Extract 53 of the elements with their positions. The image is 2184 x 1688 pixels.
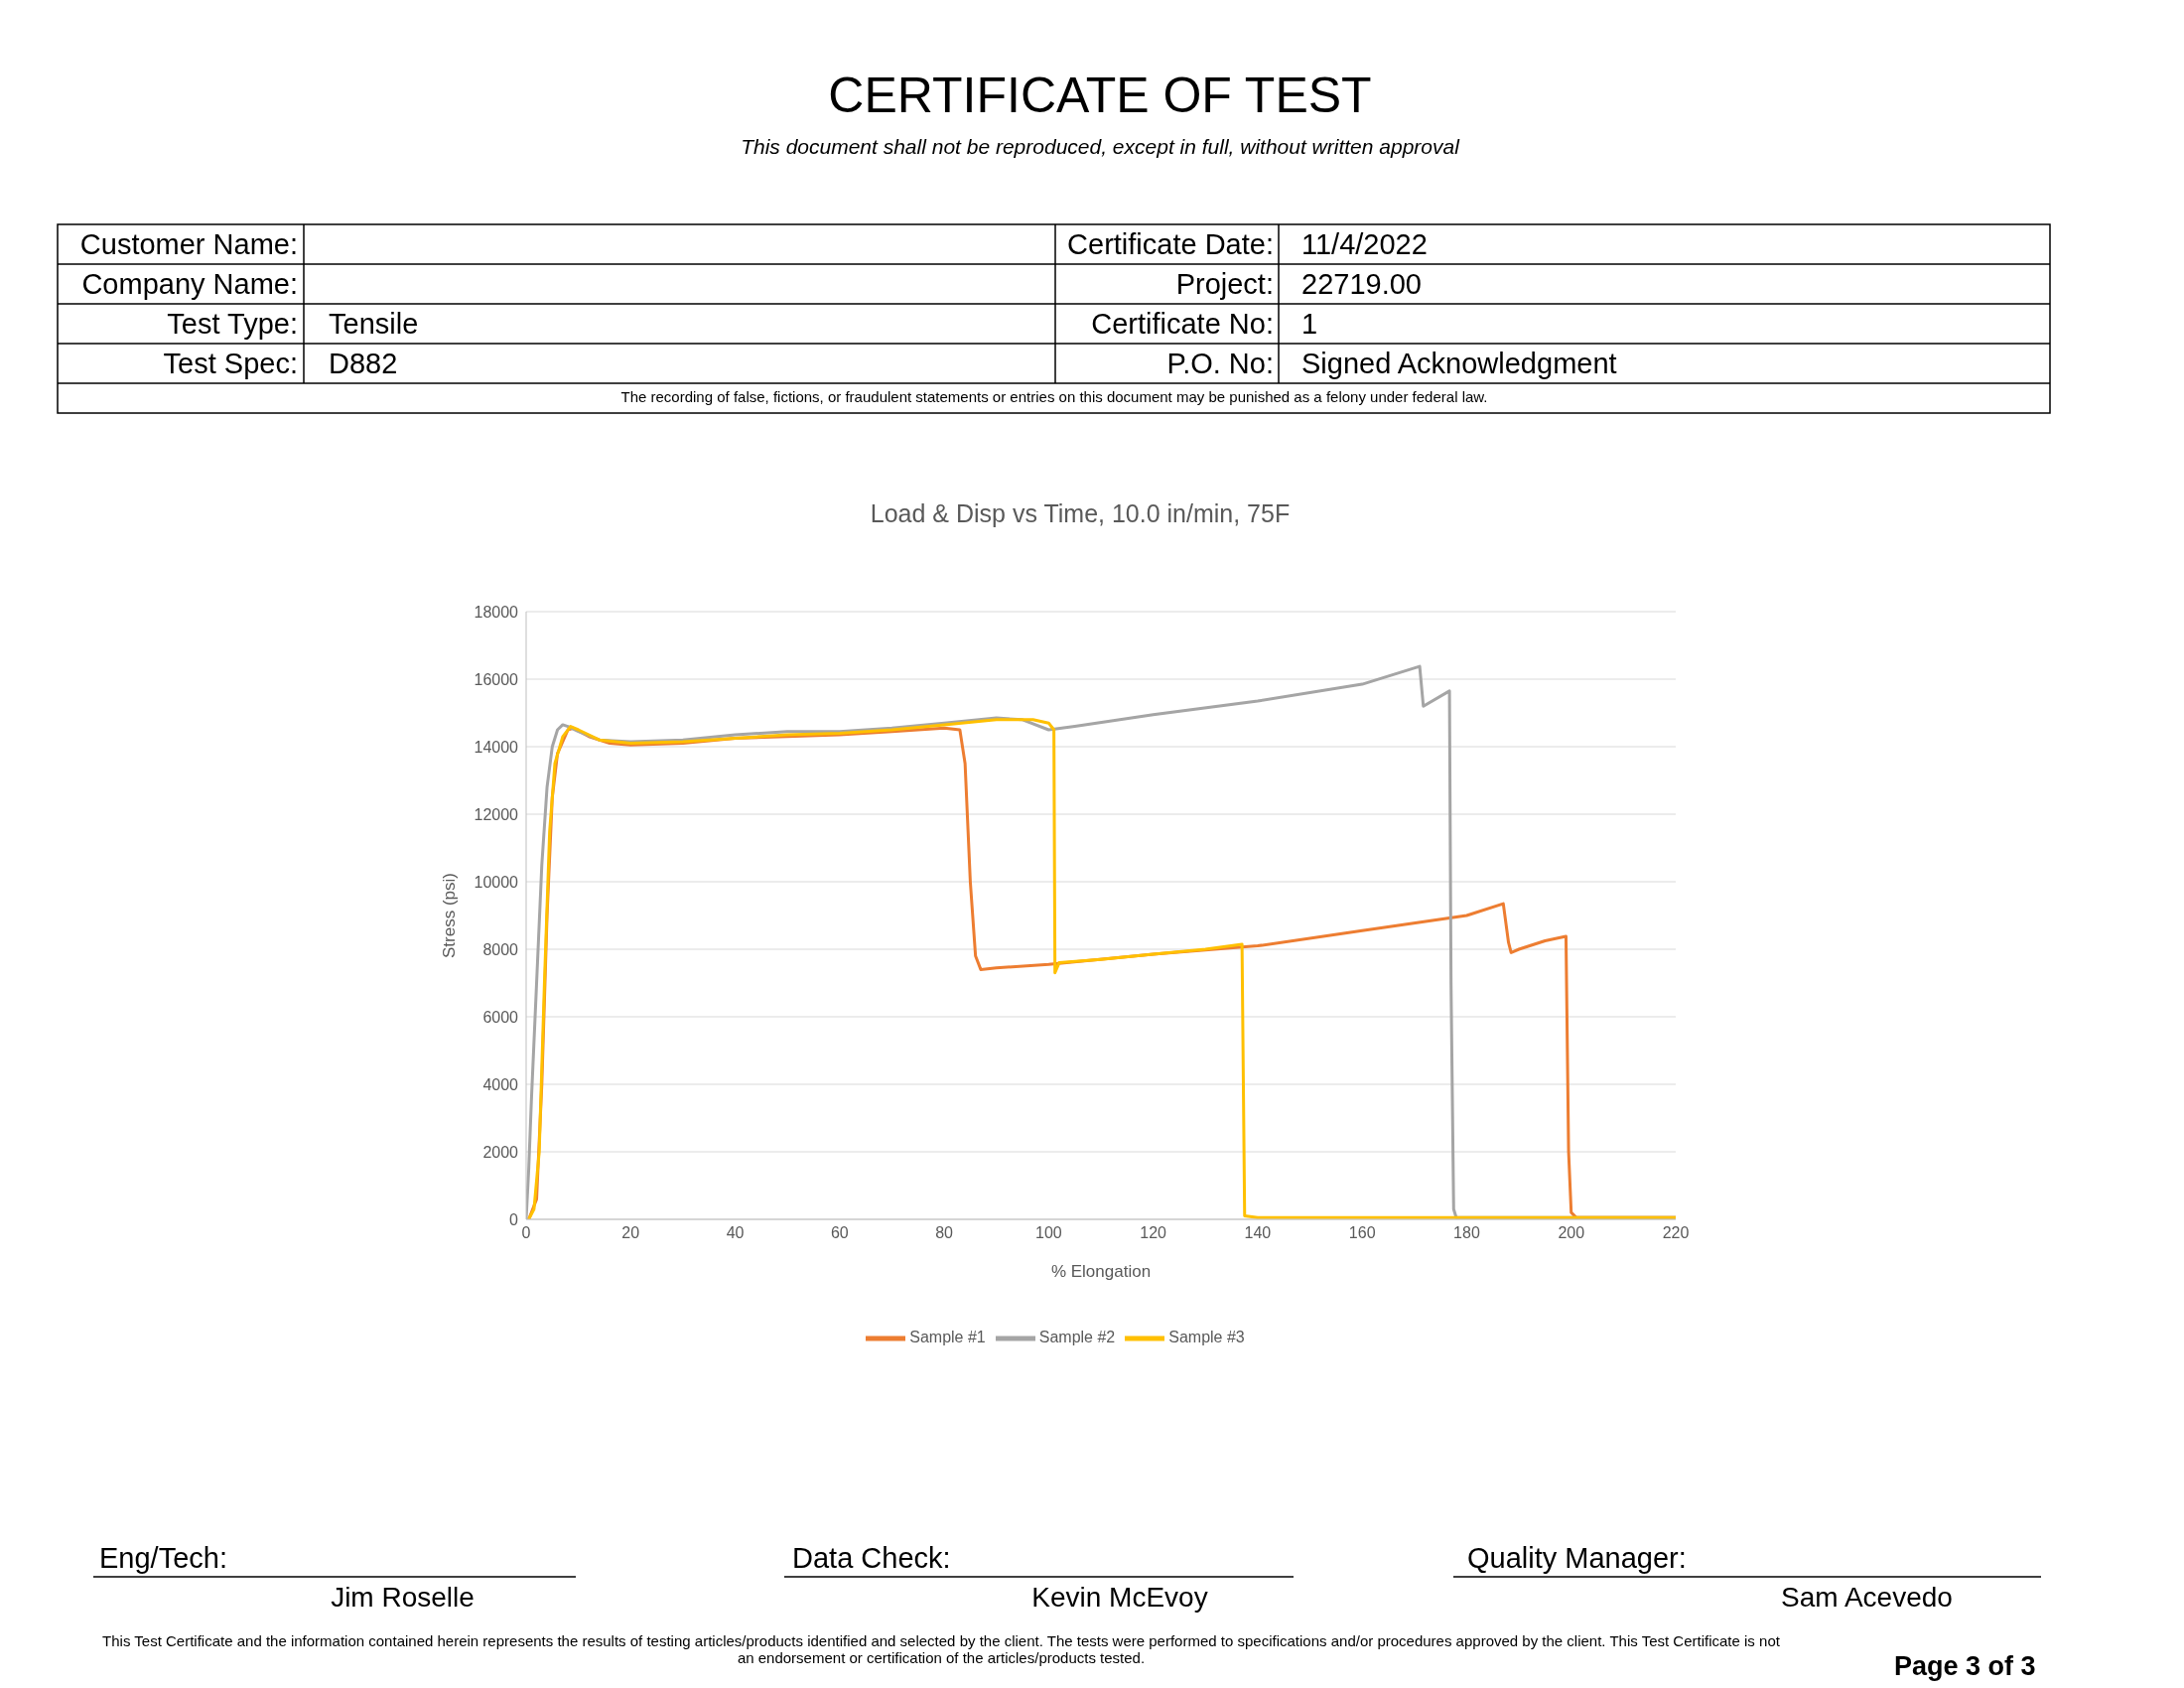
text: Eng/Tech: bbox=[99, 1542, 227, 1576]
text: D882 bbox=[329, 348, 398, 381]
text: This Test Certificate and the information contained herein represents the results of testing articles/products identified and selected by the client. The tests were performed to specifications and/or procedures approved by the client. This Test Certificate is not an endorsement or certification of the articles/products tested. bbox=[101, 1632, 1781, 1667]
y-tick-label: 18000 bbox=[474, 603, 519, 621]
x-tick-label: 60 bbox=[830, 1224, 849, 1242]
x-tick-label: 140 bbox=[1244, 1224, 1272, 1242]
y-tick-label: 10000 bbox=[474, 873, 519, 891]
x-tick-label: 100 bbox=[1035, 1224, 1062, 1242]
x-tick-label: 0 bbox=[521, 1224, 531, 1242]
y-tick-label: 0 bbox=[509, 1210, 519, 1228]
text: Company Name: bbox=[80, 268, 298, 302]
legend-label: Sample #3 bbox=[1168, 1329, 1245, 1346]
text: Quality Manager: bbox=[1467, 1542, 1687, 1576]
x-tick-label: 180 bbox=[1453, 1224, 1480, 1242]
y-tick-label: 14000 bbox=[474, 738, 519, 756]
text: Certificate No: bbox=[1090, 308, 1274, 342]
text: 22719.00 bbox=[1301, 268, 1422, 302]
text: Certificate Date: bbox=[1066, 228, 1274, 262]
text: Tensile bbox=[329, 308, 419, 342]
text: Test Type: bbox=[166, 308, 298, 342]
text: The recording of false, fictions, or fraudulent statements or entries on this document may be punished as a felony under federal law. bbox=[619, 388, 1489, 406]
y-tick-label: 2000 bbox=[482, 1143, 519, 1161]
text: Sam Acevedo bbox=[1780, 1582, 1954, 1615]
text: Data Check: bbox=[792, 1542, 951, 1576]
text: CERTIFICATE OF TEST bbox=[827, 68, 1373, 125]
text: Kevin McEvoy bbox=[1030, 1582, 1209, 1615]
text: Jim Roselle bbox=[330, 1582, 476, 1615]
x-tick-label: 80 bbox=[935, 1224, 954, 1242]
text: Page 3 of 3 bbox=[1894, 1651, 2036, 1683]
x-tick-label: 120 bbox=[1140, 1224, 1167, 1242]
text: Customer Name: bbox=[78, 228, 298, 262]
x-tick-label: 40 bbox=[726, 1224, 745, 1242]
text: Project: bbox=[1174, 268, 1274, 302]
text: 1 bbox=[1301, 308, 1318, 342]
text: Signed Acknowledgment bbox=[1301, 348, 1617, 381]
x-tick-label: 220 bbox=[1662, 1224, 1690, 1242]
x-axis-title: % Elongation bbox=[1050, 1262, 1152, 1281]
y-tick-label: 12000 bbox=[474, 805, 519, 823]
y-tick-label: 4000 bbox=[482, 1075, 519, 1093]
y-axis-title: Stress (psi) bbox=[440, 873, 460, 958]
legend-label: Sample #2 bbox=[1038, 1329, 1116, 1346]
legend-label: Sample #1 bbox=[909, 1329, 986, 1346]
chart-title: Load & Disp vs Time, 10.0 in/min, 75F bbox=[869, 499, 1292, 528]
text: Test Spec: bbox=[162, 348, 298, 381]
text: P.O. No: bbox=[1165, 348, 1274, 381]
y-tick-label: 6000 bbox=[482, 1008, 519, 1026]
x-tick-label: 160 bbox=[1348, 1224, 1376, 1242]
x-tick-label: 200 bbox=[1558, 1224, 1585, 1242]
text: This document shall not be reproduced, except in full, without written approval bbox=[740, 135, 1461, 160]
y-tick-label: 16000 bbox=[474, 670, 519, 688]
y-tick-label: 8000 bbox=[482, 940, 519, 958]
text: 11/4/2022 bbox=[1301, 228, 1428, 262]
x-tick-label: 20 bbox=[621, 1224, 640, 1242]
